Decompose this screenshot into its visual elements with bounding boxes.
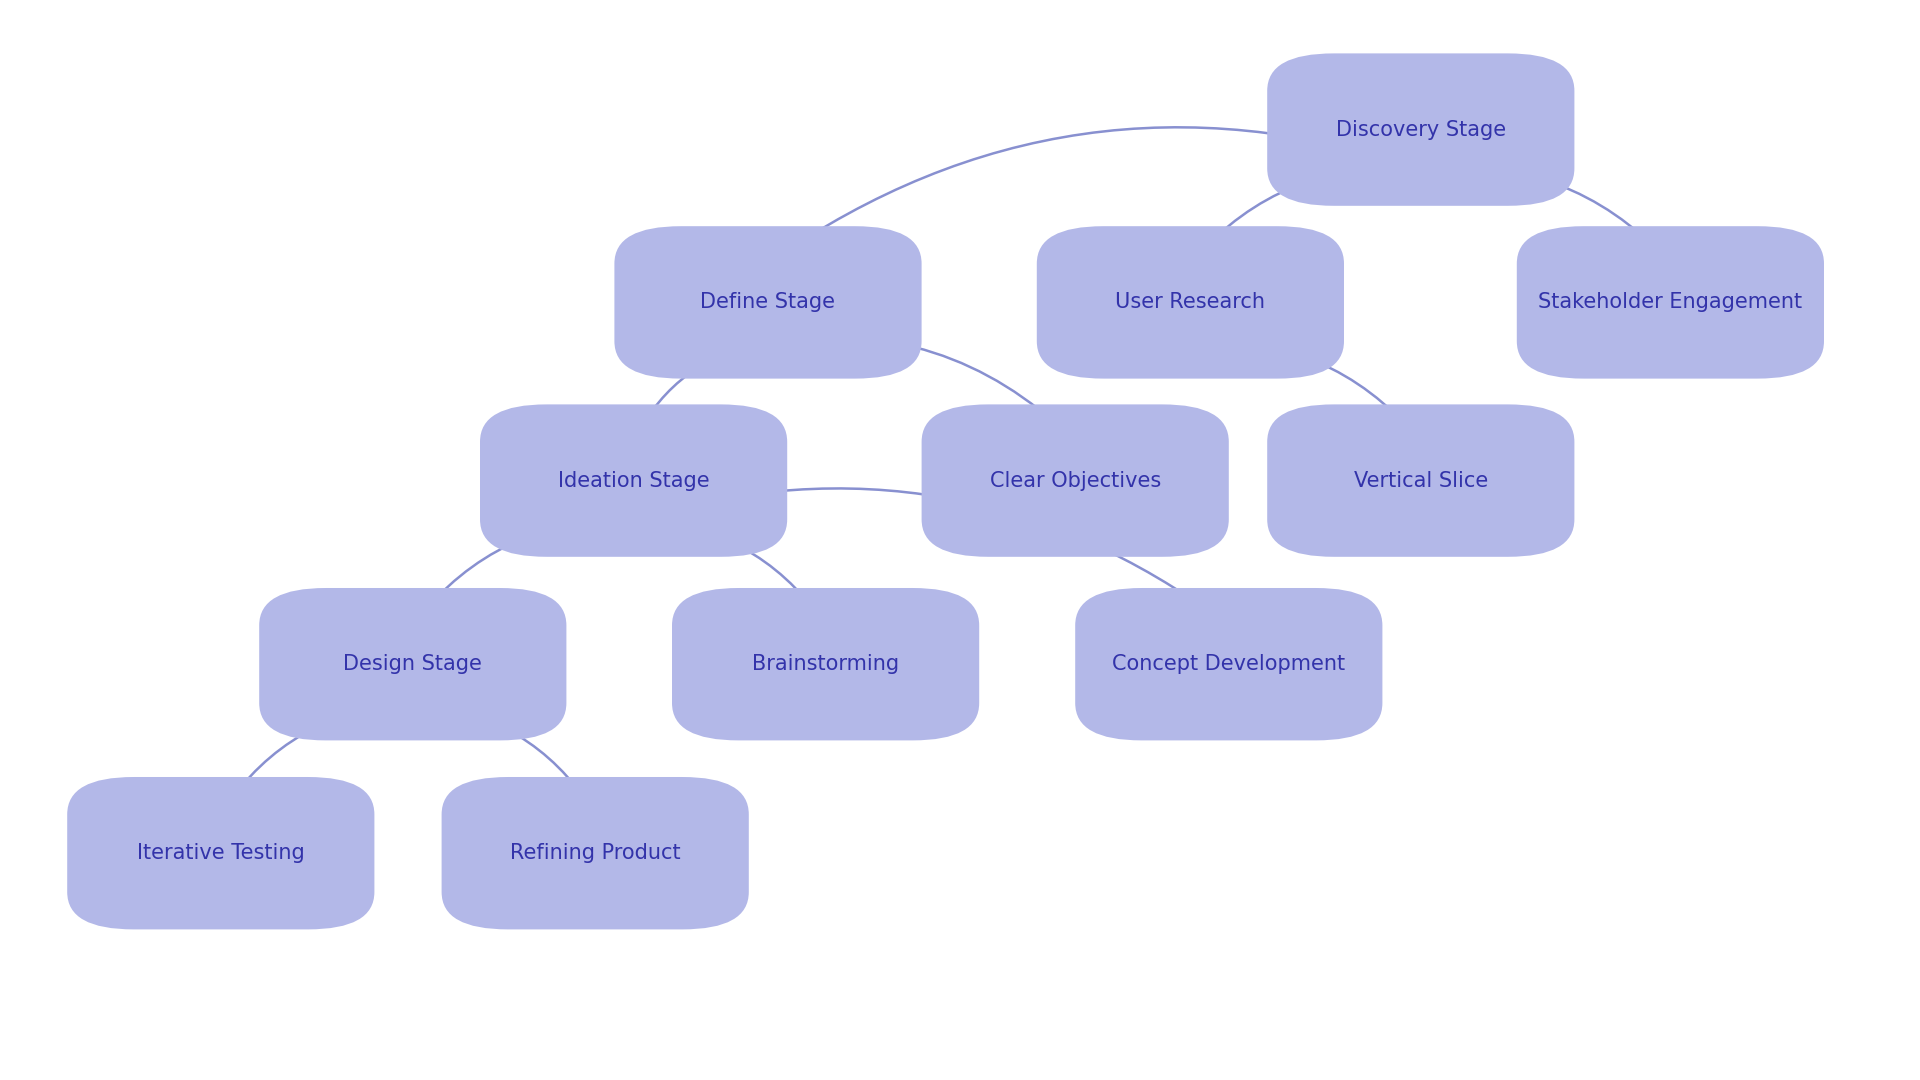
FancyBboxPatch shape (1267, 53, 1574, 206)
Text: Clear Objectives: Clear Objectives (989, 471, 1162, 490)
FancyBboxPatch shape (672, 588, 979, 741)
FancyBboxPatch shape (67, 777, 374, 930)
Text: Iterative Testing: Iterative Testing (136, 843, 305, 863)
Text: Ideation Stage: Ideation Stage (559, 471, 708, 490)
FancyBboxPatch shape (259, 588, 566, 741)
Text: Concept Development: Concept Development (1112, 654, 1346, 674)
Text: Design Stage: Design Stage (344, 654, 482, 674)
Text: Stakeholder Engagement: Stakeholder Engagement (1538, 293, 1803, 312)
Text: Define Stage: Define Stage (701, 293, 835, 312)
FancyBboxPatch shape (442, 777, 749, 930)
FancyBboxPatch shape (922, 404, 1229, 557)
FancyBboxPatch shape (1517, 226, 1824, 379)
FancyBboxPatch shape (1075, 588, 1382, 741)
FancyBboxPatch shape (1267, 404, 1574, 557)
Text: Discovery Stage: Discovery Stage (1336, 120, 1505, 139)
Text: User Research: User Research (1116, 293, 1265, 312)
FancyBboxPatch shape (1037, 226, 1344, 379)
Text: Vertical Slice: Vertical Slice (1354, 471, 1488, 490)
FancyBboxPatch shape (480, 404, 787, 557)
FancyBboxPatch shape (614, 226, 922, 379)
Text: Brainstorming: Brainstorming (753, 654, 899, 674)
Text: Refining Product: Refining Product (511, 843, 680, 863)
